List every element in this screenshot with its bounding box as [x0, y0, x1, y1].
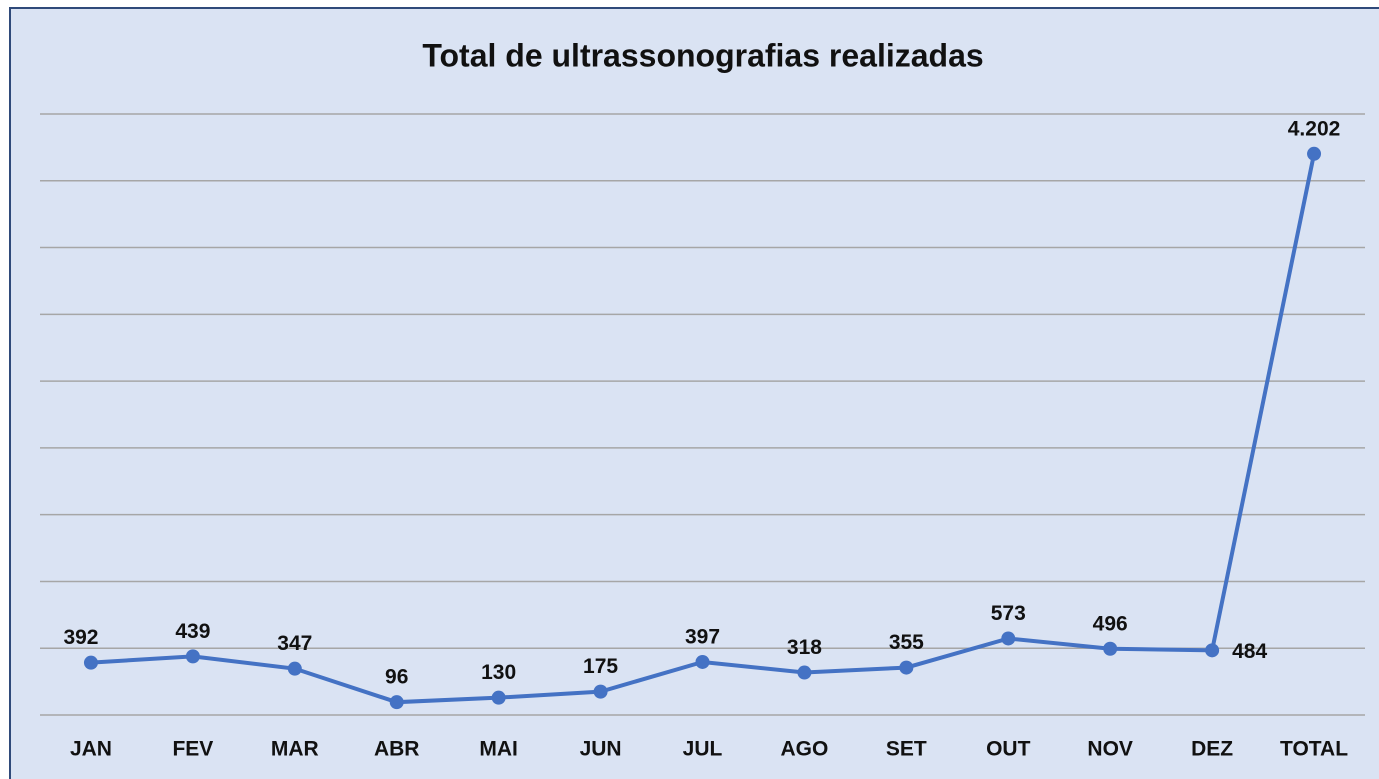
data-label: 397 [685, 626, 720, 649]
x-tick-label: TOTAL [1280, 738, 1348, 761]
x-tick-label: MAI [479, 738, 518, 761]
x-tick-label: AGO [781, 738, 829, 761]
marker [593, 684, 608, 699]
marker [1205, 643, 1220, 658]
data-label: 355 [889, 631, 924, 654]
marker [797, 665, 812, 680]
marker [287, 661, 302, 676]
data-label: 130 [481, 661, 516, 684]
x-tick-label: JAN [70, 738, 112, 761]
data-label: 439 [175, 620, 210, 643]
marker [1103, 641, 1118, 656]
data-label: 175 [583, 655, 618, 678]
chart-title: Total de ultrassonografias realizadas [422, 37, 983, 73]
x-tick-label: JUL [683, 738, 723, 761]
data-label: 96 [385, 666, 408, 689]
x-tick-label: OUT [986, 738, 1031, 761]
data-label: 347 [277, 632, 312, 655]
marker [899, 660, 914, 675]
marker [1307, 146, 1322, 161]
data-label: 573 [991, 602, 1026, 625]
marker [695, 654, 710, 669]
marker [83, 655, 98, 670]
data-label: 484 [1232, 640, 1267, 663]
x-tick-label: FEV [172, 738, 213, 761]
marker [185, 649, 200, 664]
data-label: 392 [63, 626, 98, 649]
x-tick-label: ABR [374, 738, 420, 761]
x-tick-label: SET [886, 738, 927, 761]
marker [1001, 631, 1016, 646]
marker [491, 690, 506, 705]
data-label: 4.202 [1288, 117, 1341, 140]
data-label: 318 [787, 636, 822, 659]
data-label: 496 [1093, 612, 1128, 635]
x-tick-label: MAR [271, 738, 319, 761]
x-tick-label: JUN [580, 738, 622, 761]
x-tick-label: NOV [1087, 738, 1133, 761]
x-tick-label: DEZ [1191, 738, 1233, 761]
marker [389, 695, 404, 710]
